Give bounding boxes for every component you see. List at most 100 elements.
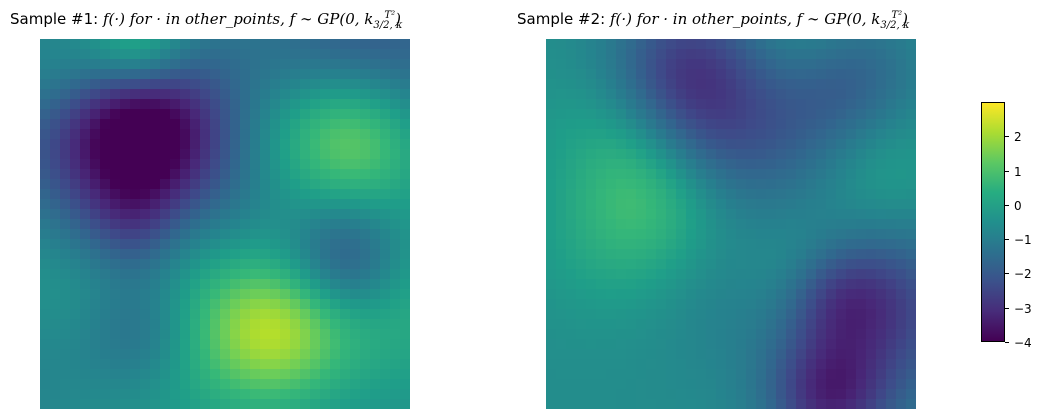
sample-1-heatmap-cell — [230, 69, 241, 80]
sample-2-heatmap-cell — [706, 199, 717, 210]
sample-2-heatmap-cell — [736, 359, 747, 370]
sample-2-heatmap-cell — [706, 349, 717, 360]
sample-1-heatmap-cell — [380, 109, 391, 120]
sample-2-heatmap-cell — [546, 309, 557, 320]
sample-2-heatmap-cell — [896, 99, 907, 110]
sample-2-heatmap-cell — [766, 49, 777, 60]
sample-1-heatmap-cell — [190, 289, 201, 300]
sample-2-heatmap-cell — [726, 279, 737, 290]
sample-2-heatmap-cell — [626, 309, 637, 320]
sample-2-heatmap-cell — [726, 69, 737, 80]
sample-2-heatmap-cell — [846, 89, 857, 100]
sample-2-heatmap-cell — [616, 189, 627, 200]
sample-1-heatmap-cell — [240, 229, 251, 240]
sample-1-heatmap-cell — [280, 279, 291, 290]
sample-2-heatmap-cell — [796, 309, 807, 320]
sample-1-heatmap-cell — [50, 259, 61, 270]
sample-1-heatmap-cell — [380, 289, 391, 300]
sample-1-heatmap-cell — [340, 39, 351, 50]
sample-1-heatmap-cell — [250, 199, 261, 210]
sample-2-heatmap-cell — [856, 239, 867, 250]
sample-2-heatmap-cell — [576, 249, 587, 260]
sample-1-heatmap-cell — [390, 39, 401, 50]
sample-2-heatmap-cell — [906, 299, 916, 310]
sample-2-heatmap-cell — [706, 369, 717, 380]
sample-1-heatmap-cell — [190, 69, 201, 80]
sample-1-heatmap-cell — [90, 359, 101, 370]
sample-1-heatmap-cell — [350, 359, 361, 370]
sample-2-heatmap-cell — [766, 369, 777, 380]
sample-1-heatmap-cell — [230, 359, 241, 370]
sample-1-heatmap-cell — [330, 69, 341, 80]
sample-1-heatmap-cell — [260, 239, 271, 250]
sample-1-heatmap-cell — [390, 329, 401, 340]
sample-1-heatmap-cell — [300, 69, 311, 80]
sample-1-heatmap-cell — [220, 229, 231, 240]
sample-1-heatmap-cell — [110, 199, 121, 210]
sample-1-heatmap-cell — [170, 269, 181, 280]
sample-2-heatmap-cell — [826, 109, 837, 120]
sample-1-heatmap-cell — [390, 399, 401, 409]
sample-2-heatmap-cell — [756, 59, 767, 70]
sample-1-heatmap-cell — [210, 199, 221, 210]
sample-2-heatmap-cell — [646, 79, 657, 90]
sample-2-heatmap-cell — [696, 99, 707, 110]
sample-2-heatmap-cell — [666, 149, 677, 160]
sample-2-heatmap-cell — [786, 199, 797, 210]
sample-2-heatmap-cell — [886, 259, 897, 270]
sample-2-heatmap-cell — [836, 99, 847, 110]
sample-1-heatmap-cell — [40, 259, 51, 270]
sample-1-heatmap-cell — [60, 69, 71, 80]
sample-1-heatmap-cell — [150, 269, 161, 280]
sample-2-heatmap-cell — [736, 199, 747, 210]
sample-2-heatmap-cell — [606, 179, 617, 190]
sample-1-heatmap-cell — [300, 279, 311, 290]
sample-2-heatmap-cell — [766, 309, 777, 320]
sample-1-heatmap-cell — [50, 49, 61, 60]
sample-1-heatmap-cell — [180, 229, 191, 240]
sample-2-heatmap-cell — [836, 399, 847, 409]
sample-2-heatmap-cell — [826, 209, 837, 220]
sample-1-heatmap-cell — [380, 79, 391, 90]
sample-2-heatmap — [546, 39, 916, 409]
sample-1-heatmap-cell — [190, 159, 201, 170]
sample-1-heatmap-cell — [230, 119, 241, 130]
sample-1-heatmap-cell — [360, 49, 371, 60]
sample-2-heatmap-cell — [676, 349, 687, 360]
sample-1-heatmap-cell — [280, 59, 291, 70]
sample-2-heatmap-cell — [726, 379, 737, 390]
sample-2-heatmap-cell — [866, 69, 877, 80]
sample-1-heatmap-cell — [290, 99, 301, 110]
sample-1-heatmap-cell — [250, 39, 261, 50]
sample-2-heatmap-cell — [866, 329, 877, 340]
sample-2-heatmap-cell — [806, 129, 817, 140]
sample-2-heatmap-cell — [676, 149, 687, 160]
sample-1-heatmap-cell — [280, 349, 291, 360]
sample-1-heatmap-cell — [400, 349, 410, 360]
sample-1-heatmap-cell — [250, 229, 261, 240]
sample-1-heatmap-cell — [220, 159, 231, 170]
sample-1-heatmap-cell — [200, 179, 211, 190]
sample-1-heatmap-cell — [380, 259, 391, 270]
sample-2-heatmap-cell — [866, 389, 877, 400]
sample-2-heatmap-cell — [886, 99, 897, 110]
sample-1-heatmap-cell — [50, 109, 61, 120]
sample-2-heatmap-cell — [686, 299, 697, 310]
sample-1-heatmap-cell — [240, 219, 251, 230]
sample-2-heatmap-cell — [826, 259, 837, 270]
sample-1-heatmap-cell — [320, 99, 331, 110]
sample-1-heatmap-cell — [80, 309, 91, 320]
sample-2-heatmap-cell — [576, 89, 587, 100]
sample-1-heatmap-cell — [150, 79, 161, 90]
sample-1-heatmap-cell — [340, 229, 351, 240]
sample-2-heatmap-cell — [806, 49, 817, 60]
sample-1-heatmap-cell — [190, 179, 201, 190]
sample-1-heatmap-cell — [60, 339, 71, 350]
sample-2-heatmap-cell — [886, 199, 897, 210]
sample-1-heatmap-cell — [60, 379, 71, 390]
sample-2-heatmap-cell — [606, 49, 617, 60]
sample-2-heatmap-cell — [836, 179, 847, 190]
sample-2-heatmap-cell — [856, 389, 867, 400]
sample-1-heatmap-cell — [80, 59, 91, 70]
sample-2-heatmap-cell — [646, 229, 657, 240]
